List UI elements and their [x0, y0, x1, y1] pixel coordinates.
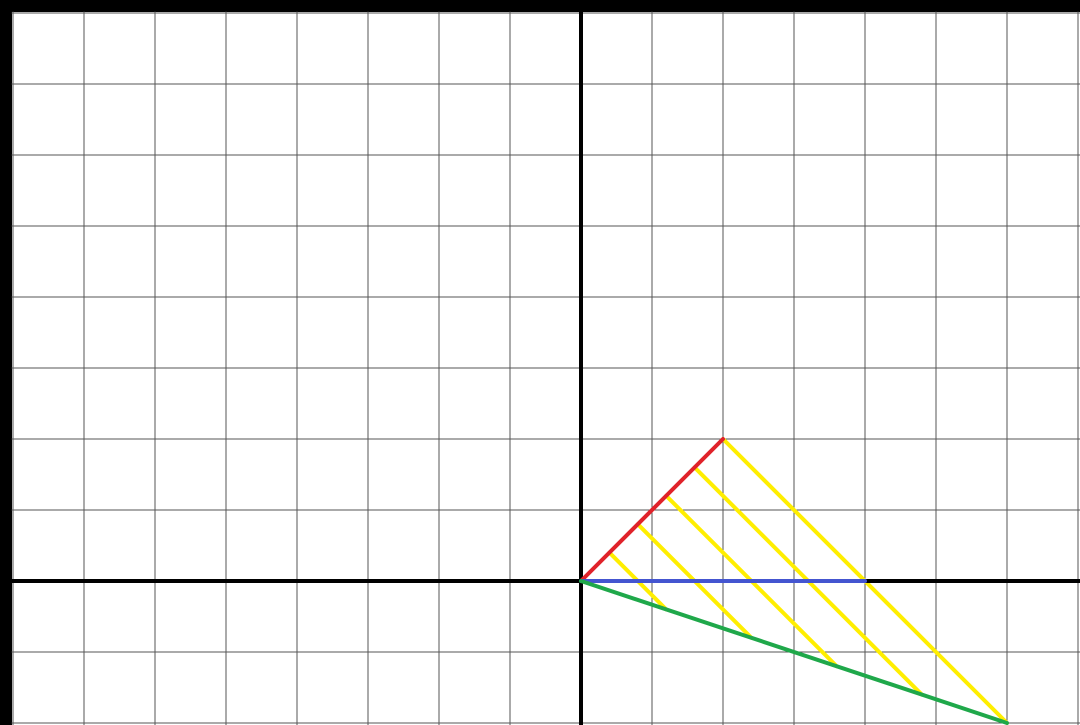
vectors	[579, 437, 1009, 725]
axes	[10, 10, 1080, 725]
red-vector	[579, 437, 725, 583]
grid-lines	[11, 11, 1080, 725]
green-vector	[579, 579, 1009, 725]
